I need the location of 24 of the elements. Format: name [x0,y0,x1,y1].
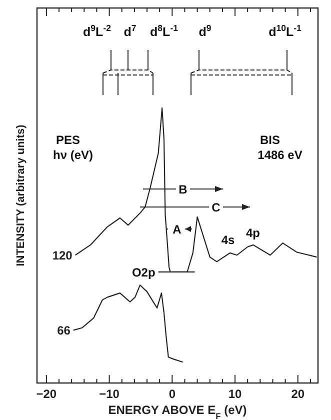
annotation: hν (eV) [52,148,94,162]
annotation: PES [56,133,80,147]
x-tick-label: 10 [228,387,242,401]
series-label: 66 [57,324,71,338]
annotation: 4s [221,233,235,247]
x-tick-label: 0 [168,387,176,401]
annotation: A [172,222,182,236]
annotation: BIS [260,133,280,147]
x-tick-label: 20 [291,387,305,401]
annotation: B [178,182,188,196]
annotation: 1486 eV [258,148,302,162]
x-tick-label: −20 [36,387,57,401]
x-axis-title: ENERGY ABOVE E$_{F}$ (eV) [108,403,247,420]
annotation: 4p [246,226,260,240]
text: d$^{8}$L$^{-1}$ [150,23,178,39]
y-axis-title: INTENSITY (arbitrary units) [15,124,27,266]
text: d$^{9}$L$^{-2}$ [83,23,112,39]
annotation: O2p [132,265,156,280]
annotation: C [212,200,221,214]
series-label: 120 [52,248,73,263]
x-tick-label: −10 [99,387,120,401]
text: d$^{10}$L$^{-1}$ [268,23,302,39]
text: d$^{9}$ [198,23,212,39]
text: d$^{7}$ [124,23,136,39]
